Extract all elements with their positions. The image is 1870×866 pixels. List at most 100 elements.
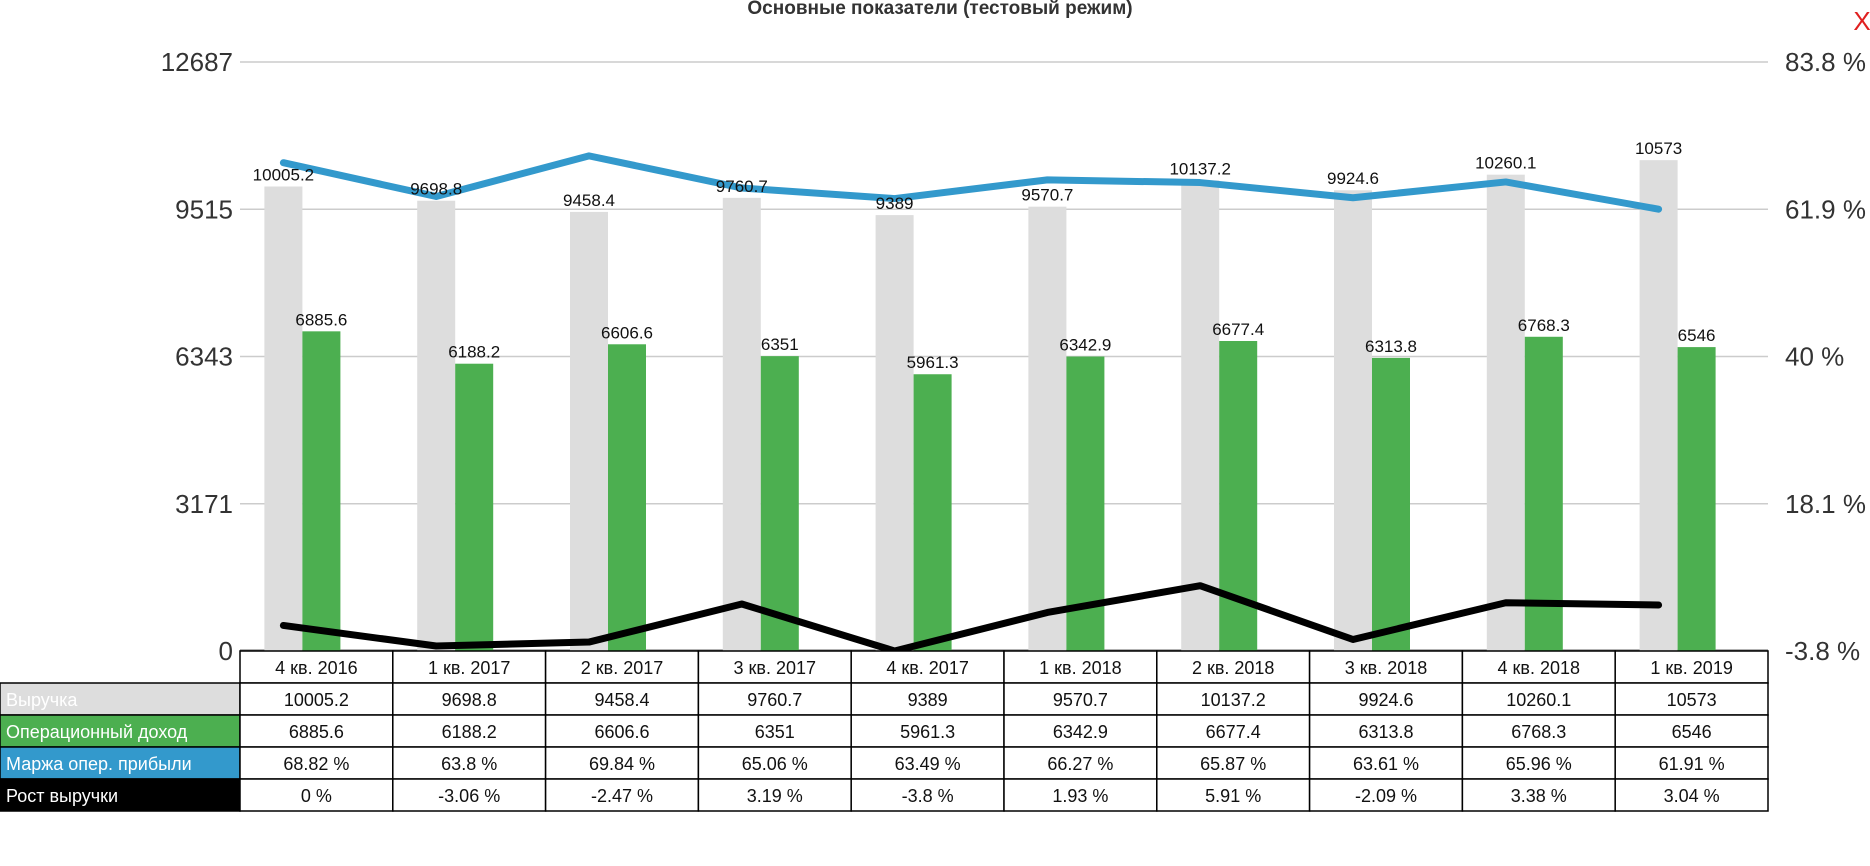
- y-right-tick-label: 18.1 %: [1785, 489, 1866, 519]
- table-cell: [1614, 778, 1769, 812]
- bar-value-label: 6351: [761, 335, 799, 354]
- y-left-tick-label: 6343: [175, 342, 233, 372]
- x-category-label: 4 кв. 2018: [1498, 658, 1581, 678]
- table-cell-value: 9924.6: [1358, 690, 1413, 710]
- growth-line: [279, 582, 1663, 655]
- legend-swatch-row: [0, 778, 241, 812]
- table-cell-value: 10137.2: [1201, 690, 1266, 710]
- table-cell-value: 65.96 %: [1506, 754, 1572, 774]
- bar-value-label: 6342.9: [1059, 336, 1111, 355]
- table-cell-value: 9698.8: [442, 690, 497, 710]
- bar-value-label: 9458.4: [563, 191, 615, 210]
- table-header-cell: [1308, 650, 1464, 684]
- table-cell: [239, 682, 394, 716]
- bar-op-income: [760, 356, 799, 651]
- table-cell-value: 6546: [1672, 722, 1712, 742]
- bar-value-label: 6677.4: [1212, 320, 1264, 339]
- x-category-label: 4 кв. 2016: [275, 658, 358, 678]
- y-right-tick-label: 40 %: [1785, 342, 1844, 372]
- table-cell-value: 6606.6: [594, 722, 649, 742]
- table-cell: [1461, 682, 1616, 716]
- bar-revenue: [1028, 206, 1067, 651]
- table-cell: [1461, 746, 1616, 780]
- table-cell: [1308, 778, 1464, 812]
- table-cell: [1308, 682, 1464, 716]
- table-cell-value: 61.91 %: [1659, 754, 1725, 774]
- table-cell-value: 3.19 %: [747, 786, 803, 806]
- table-header-cell: [1156, 650, 1311, 684]
- y-axis-right: -3.8 % 18.1 % 40 % 61.9 % 83.8 %: [1785, 47, 1866, 666]
- bar-value-label: 10260.1: [1475, 154, 1536, 173]
- table-cell-value: 0 %: [301, 786, 332, 806]
- table-cell: [544, 714, 700, 748]
- table-cell-value: 9458.4: [594, 690, 649, 710]
- x-category-label: 3 кв. 2017: [734, 658, 817, 678]
- table-cell: [850, 778, 1005, 812]
- table-cell-value: -3.06 %: [438, 786, 500, 806]
- y-right-tick-label: -3.8 %: [1785, 636, 1860, 666]
- data-table: 4 кв. 2016 1 кв. 2017 2 кв. 2017 3 кв. 2017…: [0, 650, 1769, 812]
- x-category-label: 1 кв. 2019: [1650, 658, 1733, 678]
- bar-op-income: [1677, 347, 1716, 651]
- bar-value-label: 9760.7: [716, 177, 768, 196]
- bar-op-income: [1524, 336, 1563, 651]
- table-cell: [850, 714, 1005, 748]
- table-cell-value: 6768.3: [1511, 722, 1566, 742]
- bar-value-label: 9389: [876, 194, 914, 213]
- bar-value-label: 9924.6: [1327, 169, 1379, 188]
- bar-value-label: 6188.2: [448, 343, 500, 362]
- table-cell: [239, 714, 394, 748]
- bar-revenue: [1181, 180, 1220, 651]
- table-cell-value: -2.47 %: [591, 786, 653, 806]
- table-cell: [850, 682, 1005, 716]
- bar-revenue: [417, 200, 456, 651]
- table-cell: [1003, 746, 1158, 780]
- table-cell-value: 65.87 %: [1200, 754, 1266, 774]
- table-cell-value: -2.09 %: [1355, 786, 1417, 806]
- table-cell-value: 9570.7: [1053, 690, 1108, 710]
- table-cell-value: 1.93 %: [1052, 786, 1108, 806]
- table-cell-value: 10573: [1667, 690, 1717, 710]
- table-cell: [392, 778, 547, 812]
- table-cell-value: 3.38 %: [1511, 786, 1567, 806]
- table-cell: [697, 746, 852, 780]
- table-cell-value: 6313.8: [1358, 722, 1413, 742]
- table-cell-value: 69.84 %: [589, 754, 655, 774]
- bar-revenue: [264, 186, 303, 651]
- table-cell: [392, 746, 547, 780]
- bar-value-label: 9698.8: [410, 180, 462, 199]
- bar-value-label: 6768.3: [1518, 316, 1570, 335]
- bar-revenue: [1334, 190, 1372, 651]
- bar-revenue: [1639, 160, 1678, 652]
- table-cell-value: 6342.9: [1053, 722, 1108, 742]
- bar-revenue: [722, 197, 761, 652]
- bar-value-label: 10137.2: [1169, 159, 1230, 178]
- table-cell: [1156, 778, 1311, 812]
- table-cell-value: 5.91 %: [1205, 786, 1261, 806]
- y-right-tick-label: 61.9 %: [1785, 194, 1866, 224]
- bar-revenue: [875, 215, 914, 652]
- bars: [264, 160, 1716, 652]
- x-category-label: 3 кв. 2018: [1345, 658, 1428, 678]
- y-left-tick-label: 12687: [161, 47, 233, 77]
- table-cell-value: 66.27 %: [1047, 754, 1113, 774]
- bar-value-label: 10573: [1635, 139, 1682, 158]
- y-axis-left: 0 3171 6343 9515 12687: [161, 47, 233, 666]
- table-cell-value: 10260.1: [1506, 690, 1571, 710]
- table-cell: [697, 714, 852, 748]
- bar-value-label: 6606.6: [601, 323, 653, 342]
- table-cell-value: 63.61 %: [1353, 754, 1419, 774]
- table-cell-value: 68.82 %: [283, 754, 349, 774]
- x-category-label: 2 кв. 2017: [581, 658, 664, 678]
- legend-swatch-row: [0, 682, 241, 716]
- x-category-label: 1 кв. 2017: [428, 658, 511, 678]
- legend-label: Операционный доход: [6, 722, 188, 742]
- table-cell: [1003, 778, 1158, 812]
- chart-title: Основные показатели (тестовый режим): [747, 0, 1132, 19]
- close-button[interactable]: X: [1853, 6, 1870, 36]
- lines: [279, 152, 1663, 655]
- table-cell: [544, 778, 700, 812]
- y-right-tick-label: 83.8 %: [1785, 47, 1866, 77]
- y-left-tick-label: 3171: [175, 489, 233, 519]
